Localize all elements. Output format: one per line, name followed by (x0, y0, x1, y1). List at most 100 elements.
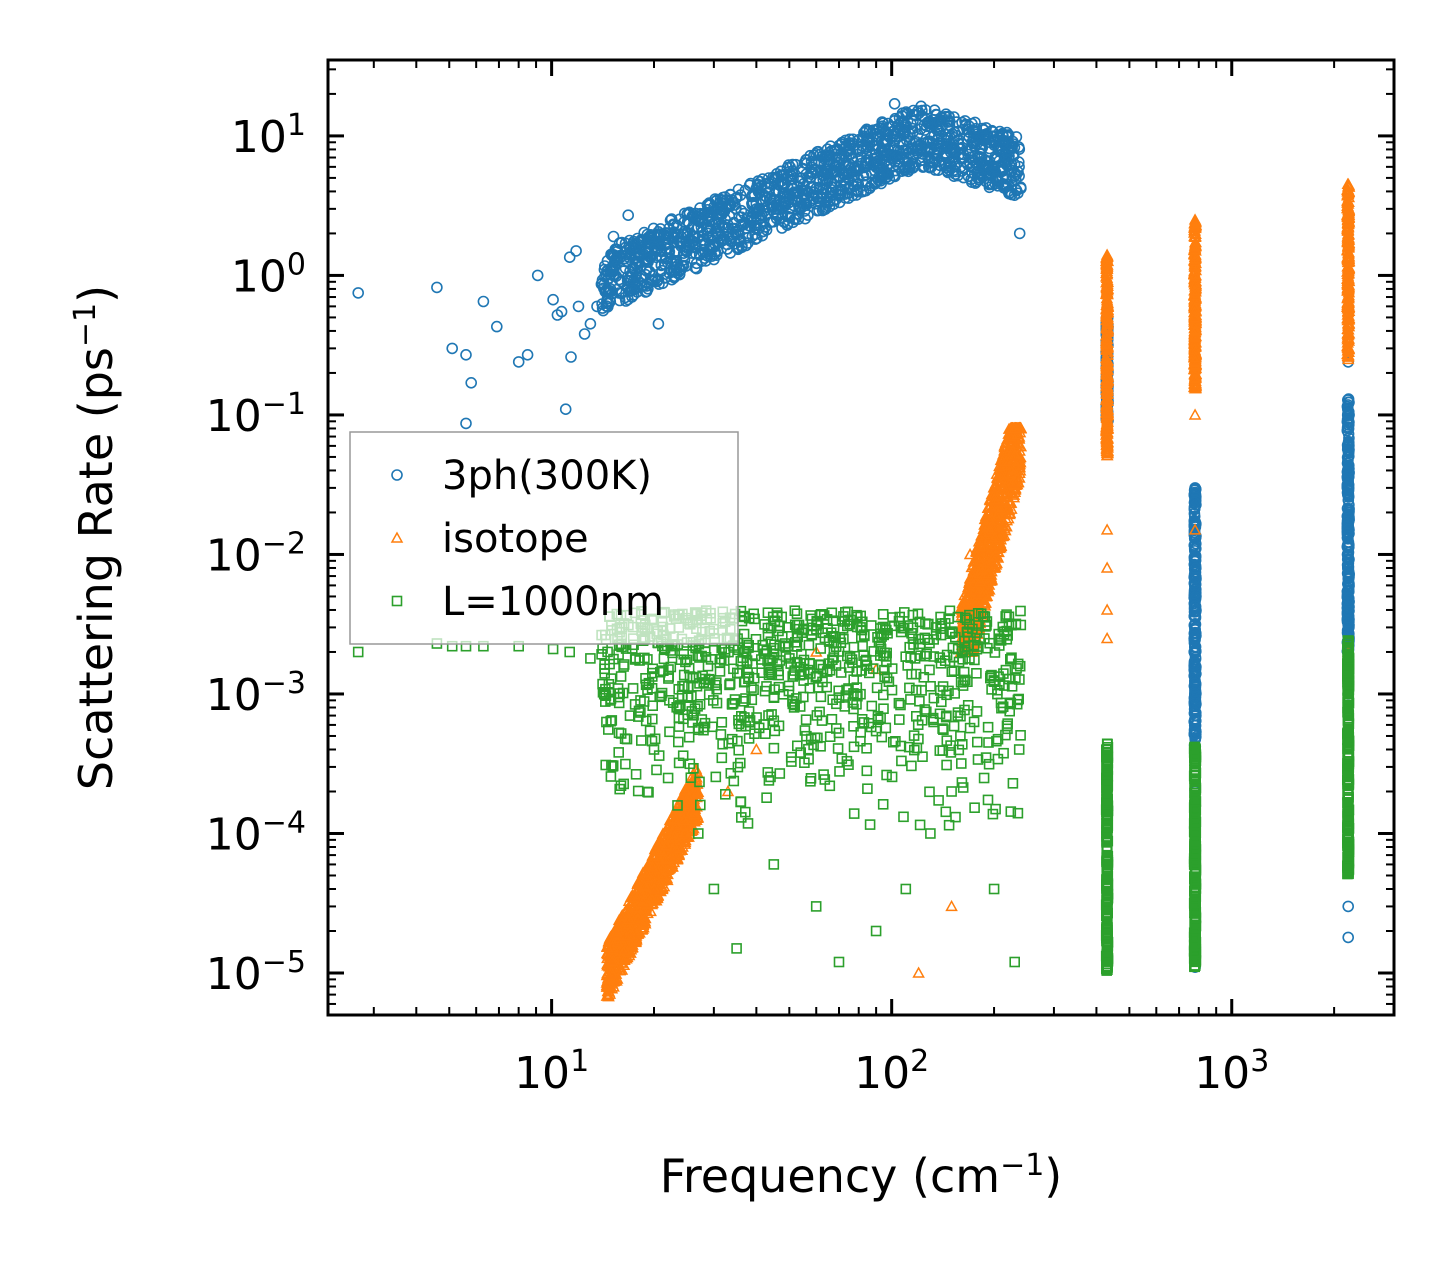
data-point (604, 283, 617, 295)
data-point (912, 966, 925, 978)
data-point (1189, 688, 1201, 700)
data-point (678, 250, 690, 262)
data-layer (352, 98, 1356, 1002)
data-point (1188, 408, 1202, 420)
data-point (911, 140, 923, 152)
data-point (955, 151, 967, 164)
data-point (701, 204, 714, 216)
data-point (1189, 565, 1201, 578)
data-point (1341, 481, 1354, 494)
data-point (563, 251, 576, 264)
data-point (817, 152, 830, 165)
data-point (957, 123, 970, 136)
data-point (820, 167, 833, 179)
data-point (856, 145, 869, 157)
data-point (925, 121, 937, 133)
data-point (490, 320, 503, 333)
data-point (841, 167, 854, 180)
data-point (1188, 657, 1201, 670)
data-point (945, 899, 958, 912)
data-point (1343, 600, 1355, 613)
data-point (967, 134, 979, 147)
data-point (814, 165, 827, 177)
data-point (1189, 550, 1201, 563)
data-point (665, 213, 678, 225)
data-point (1189, 593, 1202, 605)
data-point (819, 174, 832, 187)
data-point (956, 165, 968, 177)
data-point (879, 154, 892, 167)
data-point (1342, 569, 1355, 581)
data-point (935, 130, 948, 142)
data-point (610, 253, 623, 266)
data-point (652, 317, 665, 330)
data-point (634, 261, 646, 274)
data-point (694, 202, 706, 214)
data-point (880, 129, 892, 141)
data-point (949, 168, 962, 180)
data-point (632, 785, 644, 797)
data-point (1189, 727, 1201, 740)
data-point (565, 351, 577, 363)
data-point (1002, 185, 1014, 198)
data-point (621, 271, 634, 284)
data-point (1342, 572, 1354, 585)
data-point (1341, 415, 1354, 428)
series-isotope (600, 177, 1356, 1002)
data-point (647, 222, 660, 235)
data-point (747, 196, 760, 209)
data-point (849, 161, 861, 173)
data-point (784, 161, 797, 173)
data-point (996, 128, 1009, 141)
data-point (1188, 577, 1201, 590)
data-point (888, 98, 901, 110)
data-point (749, 233, 762, 245)
data-point (982, 721, 994, 733)
data-point (605, 263, 618, 275)
data-point (512, 356, 525, 368)
data-point (631, 286, 643, 298)
data-point (559, 403, 572, 416)
data-point (531, 269, 544, 282)
data-point (786, 158, 799, 171)
data-point (968, 168, 981, 180)
data-point (1342, 540, 1354, 553)
data-point (608, 250, 621, 263)
data-point (707, 241, 720, 254)
data-point (722, 221, 734, 234)
data-point (878, 143, 890, 156)
data-point (872, 130, 884, 143)
data-point (628, 263, 641, 276)
data-point (755, 212, 767, 224)
data-point (833, 196, 846, 209)
data-point (640, 264, 653, 277)
data-point (768, 742, 780, 754)
data-point (673, 235, 685, 248)
data-point (635, 272, 647, 285)
data-point (892, 121, 904, 134)
data-point (972, 172, 985, 184)
data-point (721, 784, 735, 797)
data-point (1342, 931, 1354, 944)
data-point (658, 258, 671, 271)
data-point (1342, 584, 1355, 597)
data-point (899, 119, 912, 131)
data-point (1342, 615, 1354, 628)
data-point (716, 233, 729, 246)
data-point (840, 151, 853, 163)
data-point (598, 260, 611, 272)
data-point (828, 194, 840, 207)
data-point (703, 197, 715, 210)
data-point (659, 239, 672, 251)
data-point (667, 264, 680, 277)
data-point (865, 167, 878, 179)
data-point (1013, 170, 1025, 182)
data-point (1189, 482, 1201, 494)
data-point (836, 184, 849, 197)
data-point (465, 376, 478, 389)
data-point (750, 203, 763, 215)
data-point (1342, 561, 1354, 574)
data-point (352, 287, 365, 299)
data-point (1343, 396, 1355, 409)
data-point (988, 161, 1000, 173)
